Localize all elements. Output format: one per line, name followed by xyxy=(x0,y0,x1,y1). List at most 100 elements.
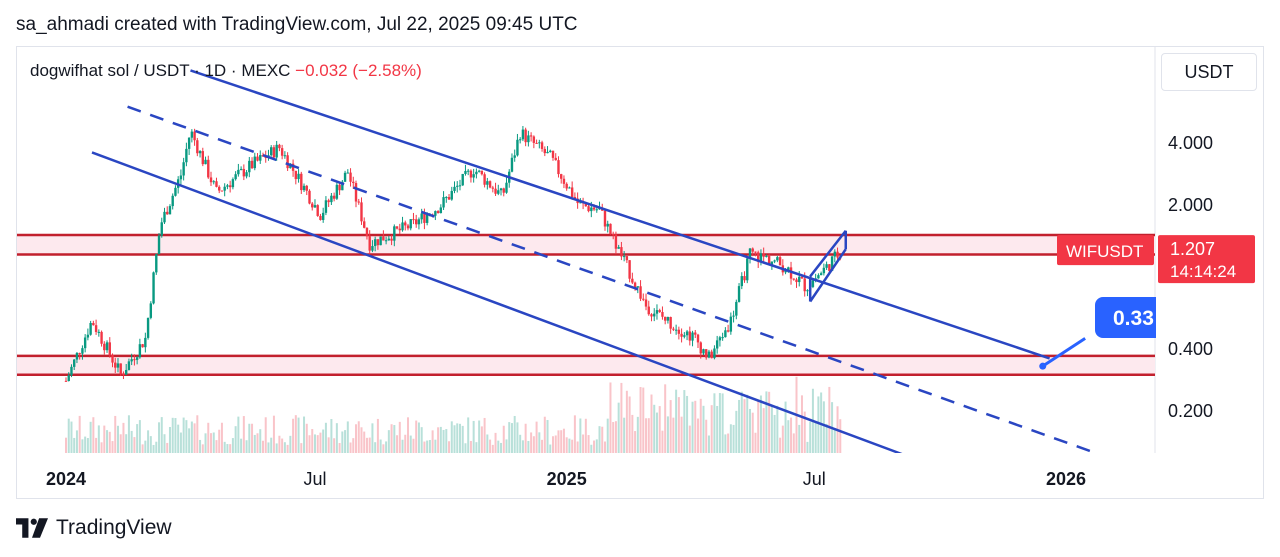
candle-body xyxy=(707,351,711,358)
volume-bar xyxy=(530,432,533,453)
candle-body xyxy=(792,278,795,280)
volume-bar xyxy=(116,425,119,453)
volume-bar xyxy=(486,434,489,453)
candle-body xyxy=(357,201,360,203)
volume-bar xyxy=(188,428,191,453)
volume-bar xyxy=(787,420,790,453)
volume-bar xyxy=(149,436,152,453)
trendline-projection xyxy=(1041,337,1086,368)
volume-bar xyxy=(445,429,448,453)
candle-body xyxy=(688,331,692,341)
candle-body xyxy=(373,239,377,247)
candle-body xyxy=(228,185,232,188)
volume-bar xyxy=(628,396,631,453)
candle-body xyxy=(245,172,248,177)
candle-body xyxy=(825,264,828,268)
volume-bar xyxy=(636,416,639,453)
volume-bar xyxy=(78,415,81,453)
candle-body xyxy=(171,195,174,207)
candle-body xyxy=(480,170,484,175)
volume-bar xyxy=(669,400,672,453)
volume-bar xyxy=(174,418,177,453)
ticker-symbol-tag[interactable] xyxy=(1057,235,1154,266)
volume-bar xyxy=(259,429,262,453)
volume-bar xyxy=(735,410,738,453)
volume-bar xyxy=(631,414,634,453)
volume-bar xyxy=(458,423,461,453)
candle-body xyxy=(653,313,656,317)
candle-body xyxy=(674,329,678,331)
volume-bar xyxy=(65,437,67,453)
volume-bar xyxy=(365,437,368,453)
volume-bar xyxy=(127,415,130,453)
candle-body xyxy=(302,185,306,191)
volume-bar xyxy=(114,415,117,453)
volume-bar xyxy=(513,415,516,453)
candle-body xyxy=(338,184,341,191)
volume-bar xyxy=(401,439,404,453)
volume-bar xyxy=(371,423,374,453)
candle-body xyxy=(269,147,273,156)
candle-body xyxy=(447,197,451,200)
candle-body xyxy=(658,310,661,313)
volume-bar xyxy=(95,437,98,453)
candle-body xyxy=(672,328,675,330)
target-bubble[interactable] xyxy=(1095,297,1165,338)
candle-body xyxy=(822,267,826,274)
volume-bar xyxy=(185,420,188,453)
symbol-title: dogwifhat sol / USDT · 1D · MEXC xyxy=(30,61,291,80)
candle-body xyxy=(138,344,142,358)
volume-bar xyxy=(554,435,557,453)
volume-bar xyxy=(417,422,420,453)
candle-body xyxy=(250,160,254,169)
volume-bar xyxy=(800,395,803,453)
volume-bar xyxy=(163,434,166,453)
volume-bar xyxy=(335,423,338,453)
last-price-tag[interactable] xyxy=(1158,235,1255,284)
volume-bar xyxy=(270,437,273,453)
symbol-legend[interactable]: dogwifhat sol / USDT · 1D · MEXC −0.032 … xyxy=(30,61,422,81)
volume-bar xyxy=(472,420,475,453)
price-unit-button[interactable]: USDT xyxy=(1161,53,1257,91)
volume-bar xyxy=(212,432,215,453)
volume-bar xyxy=(199,439,202,453)
volume-bar xyxy=(166,442,169,453)
candle-body xyxy=(466,170,470,172)
candle-body xyxy=(806,290,809,292)
candle-body xyxy=(163,211,166,223)
candle-body xyxy=(759,253,763,262)
volume-bar xyxy=(541,439,544,453)
candle-body xyxy=(540,142,544,149)
candle-body xyxy=(352,181,355,184)
candle-body xyxy=(198,151,202,154)
volume-bar xyxy=(790,417,793,453)
candle-body xyxy=(562,178,566,184)
candle-body xyxy=(445,197,448,199)
volume-bar xyxy=(546,420,549,453)
volume-bar xyxy=(666,416,669,453)
volume-bar xyxy=(300,443,303,453)
candle-body xyxy=(587,206,590,212)
candle-body xyxy=(193,131,196,141)
volume-bar xyxy=(822,401,825,453)
volume-bar xyxy=(344,430,347,453)
candle-body xyxy=(133,359,136,361)
candle-body xyxy=(696,334,700,343)
candle-body xyxy=(579,202,582,204)
volume-bar xyxy=(210,433,213,453)
candle-body xyxy=(174,187,177,196)
volume-bar xyxy=(368,437,371,453)
x-tick-label: Jul xyxy=(803,469,826,489)
candle-body xyxy=(625,256,629,261)
candle-body xyxy=(644,299,648,307)
volume-bar xyxy=(437,427,440,453)
candle-body xyxy=(253,156,256,169)
candle-body xyxy=(535,142,538,144)
volume-bar xyxy=(67,418,70,453)
candle-body xyxy=(729,316,733,332)
volume-bar xyxy=(817,396,820,453)
volume-bar xyxy=(439,426,442,453)
volume-bar xyxy=(305,423,308,453)
candle-body xyxy=(551,150,555,158)
